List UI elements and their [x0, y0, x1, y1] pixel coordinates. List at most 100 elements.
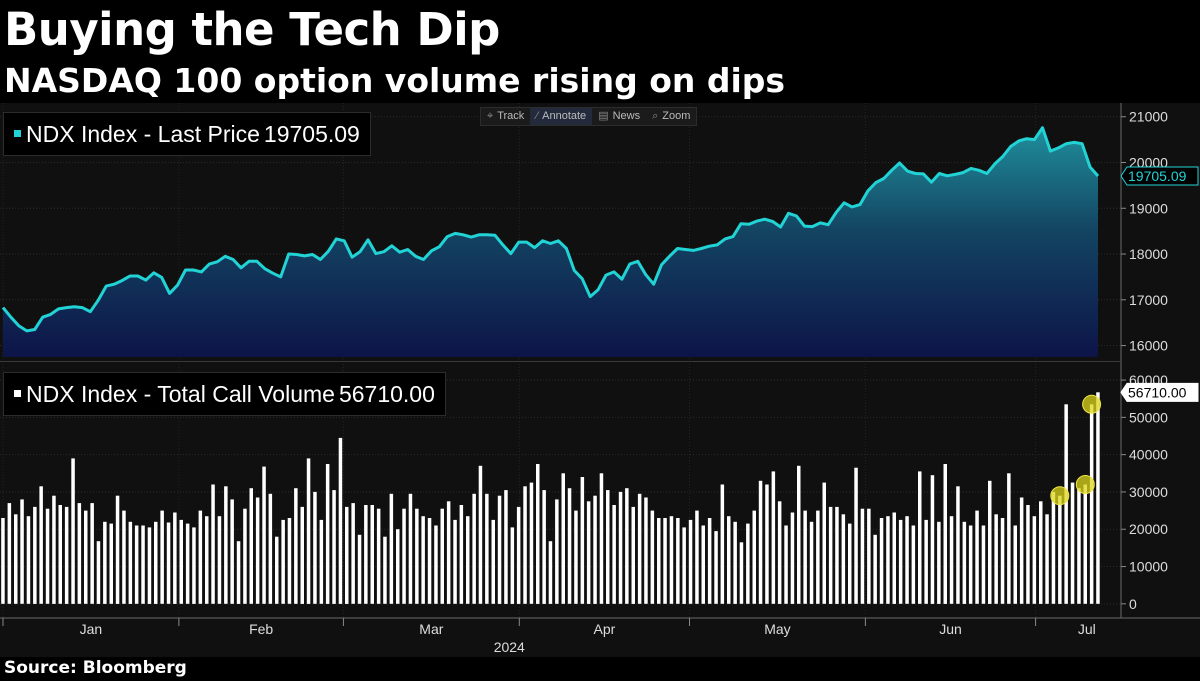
volume-bar: [217, 516, 222, 604]
volume-bar: [835, 506, 839, 604]
volume-bar: [536, 464, 540, 604]
volume-bar: [332, 490, 336, 604]
volume-bar: [45, 508, 50, 604]
volume-bar: [898, 519, 903, 604]
volume-bar: [485, 493, 489, 604]
volume-bar: [956, 486, 960, 604]
volume-bar: [287, 518, 292, 604]
volume-bar: [771, 471, 776, 604]
volume-bar: [1032, 516, 1037, 604]
volume-bar: [185, 523, 190, 604]
chart-canvas[interactable]: 16000 17000 18000 19000 20000 21000 19705.09 0 1…: [0, 103, 1200, 657]
volume-bar: [657, 518, 661, 604]
volume-bar: [478, 465, 483, 604]
volume-bar: [294, 488, 298, 604]
volume-bar: [459, 505, 464, 604]
volume-bar: [567, 488, 572, 604]
annotate-button-label: Annotate: [542, 110, 587, 122]
volume-bar: [930, 475, 935, 604]
volume-bar: [650, 510, 655, 604]
volume-bar: [236, 541, 241, 604]
volume-bar: [962, 521, 967, 604]
volume-bar: [777, 501, 782, 604]
volume-bar: [440, 508, 444, 604]
volume-bar: [1000, 518, 1005, 604]
volume-bar: [325, 464, 330, 604]
annotate-button[interactable]: ∕ Annotate: [530, 108, 593, 125]
volume-bar: [7, 503, 12, 604]
volume-bar: [854, 467, 858, 604]
volume-bar: [510, 527, 515, 604]
volume-bar: [714, 531, 718, 604]
pen-icon: ∕: [536, 110, 539, 122]
volume-bar: [1070, 482, 1075, 604]
zoom-button[interactable]: ⌕ Zoom: [646, 108, 696, 125]
x-axis-month-label: Feb: [249, 621, 273, 637]
volume-bar: [790, 512, 795, 604]
volume-bar: [58, 505, 62, 604]
volume-last-value-tag: [1120, 382, 1199, 402]
volume-bar: [746, 523, 750, 604]
volume-bar: [599, 473, 604, 604]
volume-bar: [879, 518, 884, 604]
price-y-tick-label: 19000: [1129, 200, 1168, 216]
volume-bar: [211, 484, 215, 604]
track-button[interactable]: ⌖ Track: [481, 108, 530, 125]
volume-bar: [523, 486, 527, 604]
volume-bar: [115, 495, 120, 604]
volume-bar: [20, 499, 24, 604]
volume-bar: [612, 505, 616, 604]
volume-bar: [586, 501, 591, 604]
volume-bar: [396, 529, 400, 604]
volume-bar: [52, 495, 56, 604]
volume-bar: [408, 493, 413, 604]
volume-bar: [1064, 404, 1068, 604]
volume-bar: [676, 518, 680, 604]
volume-legend[interactable]: NDX Index - Total Call Volume 56710.00: [3, 372, 446, 416]
volume-series: [1, 392, 1102, 604]
volume-bar: [1045, 514, 1049, 604]
volume-bar: [128, 521, 133, 604]
price-legend[interactable]: NDX Index - Last Price 19705.09: [3, 112, 371, 156]
volume-bar: [1077, 488, 1081, 604]
volume-bar: [166, 522, 171, 604]
volume-bar: [64, 506, 69, 604]
volume-bar: [968, 525, 973, 604]
volume-bar: [77, 503, 82, 604]
volume-bar: [472, 493, 476, 604]
volume-bar: [402, 508, 406, 604]
track-button-label: Track: [497, 110, 525, 122]
zoom-icon: ⌕: [652, 110, 659, 122]
price-last-value-tag: [1120, 166, 1199, 186]
volume-bar: [122, 510, 126, 604]
volume-bar: [338, 437, 343, 604]
volume-bar: [33, 506, 37, 604]
price-legend-value: 19705.09: [263, 121, 360, 147]
volume-bar: [707, 518, 712, 604]
volume-bar: [14, 514, 18, 604]
volume-bar: [867, 508, 871, 604]
price-y-tick-label: 18000: [1129, 246, 1168, 262]
volume-bar: [268, 493, 273, 604]
volume-bar: [886, 516, 890, 604]
volume-bar: [313, 491, 317, 604]
volume-bar: [205, 516, 209, 604]
volume-bar: [943, 464, 947, 604]
chart-toolbar: ⌖ Track ∕ Annotate ▤ News ⌕ Zoom: [480, 107, 698, 126]
volume-bar: [1013, 525, 1017, 604]
volume-bar: [663, 518, 667, 604]
x-axis-month-label: Jan: [80, 621, 103, 637]
volume-bar: [319, 519, 324, 604]
price-last-value-label: 19705.09: [1128, 168, 1187, 184]
volume-bar: [96, 541, 101, 604]
price-legend-label: NDX Index - Last Price: [26, 121, 260, 147]
crosshair-icon: ⌖: [487, 110, 494, 122]
price-area: [3, 127, 1098, 357]
volume-y-tick-label: 20000: [1129, 521, 1168, 537]
volume-bar: [491, 519, 495, 604]
volume-bar: [497, 495, 502, 604]
volume-bar: [765, 484, 769, 604]
volume-bar: [720, 484, 725, 604]
volume-bar: [828, 506, 833, 604]
news-button[interactable]: ▤ News: [592, 108, 646, 125]
